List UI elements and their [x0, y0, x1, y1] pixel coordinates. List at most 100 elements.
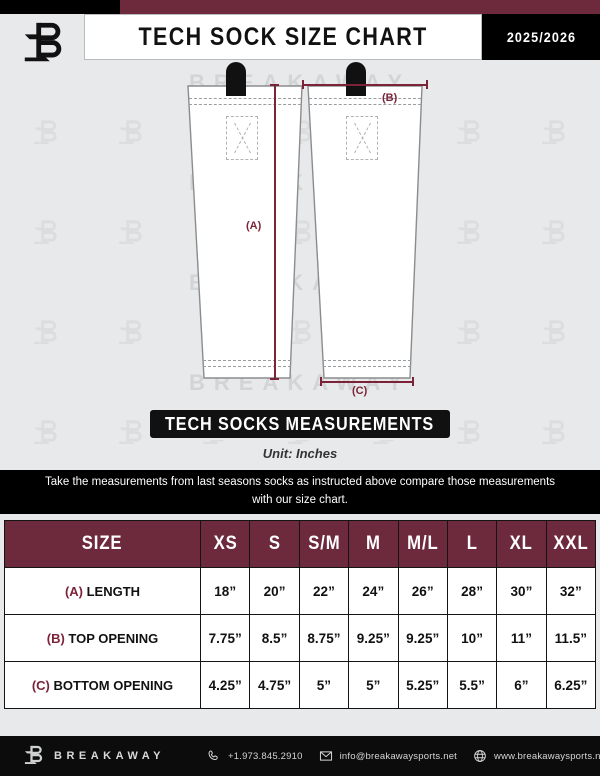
sock-left-top-tab [226, 62, 246, 96]
column-header-label: M [365, 533, 381, 554]
footer-email[interactable]: info@breakawaysports.net [319, 749, 457, 763]
row-label-cell: (B) TOP OPENING [4, 614, 201, 662]
breakaway-b-logo-icon [22, 19, 66, 69]
row-tag: (A) [64, 583, 83, 599]
size-table-col-header-l: L [446, 520, 498, 568]
column-header-label: SIZE [82, 533, 123, 554]
breakaway-b-logo-icon [24, 744, 44, 768]
row-label-cell: (A) LENGTH [4, 567, 201, 615]
phone-icon [207, 749, 221, 763]
size-table-col-header-xl: XL [496, 520, 547, 568]
sock-right-logo-x-icon [351, 121, 373, 155]
table-cell-value: 5” [348, 661, 399, 709]
top-color-bar [0, 0, 600, 14]
column-header-label: XL [509, 533, 534, 554]
envelope-icon [319, 749, 333, 763]
measurements-banner-title: TECH SOCKS MEASUREMENTS [165, 413, 435, 434]
size-table-col-header-s-m: S/M [298, 520, 350, 568]
table-cell-value: 32” [545, 567, 597, 615]
footer-phone[interactable]: +1.973.845.2910 [207, 749, 303, 763]
sock-left: (A) [186, 60, 304, 380]
size-table-col-header-xs: XS [199, 520, 251, 568]
table-row: (A) LENGTH 18” 20” 22” 24” 26” 28” 30” 32” [4, 567, 597, 615]
table-cell-value: 8.5” [249, 614, 300, 662]
row-label-cell: (C) BOTTOM OPENING [4, 661, 201, 709]
size-table-col-header-xxl: XXL [545, 520, 597, 568]
sock-left-logo-x-icon [231, 121, 253, 155]
column-header-label: S [268, 533, 281, 554]
breakaway-b-watermark-icon [541, 418, 567, 448]
sock-right-cuff-line-2 [309, 104, 421, 105]
footer-website[interactable]: www.breakawaysports.net [473, 749, 600, 763]
sock-right-cuff-line-1 [309, 98, 421, 99]
measure-line-c [320, 381, 414, 383]
sock-left-cuff-line-2 [189, 104, 301, 105]
header-logo [0, 14, 88, 62]
sock-right-logo-placeholder [346, 116, 378, 160]
measurements-banner: TECH SOCKS MEASUREMENTS [148, 408, 452, 440]
row-label-text: TOP OPENING [64, 630, 159, 646]
unit-label: Unit: Inches [262, 446, 338, 461]
table-cell-value: 24” [348, 567, 399, 615]
footer-email-text: info@breakawaysports.net [339, 750, 458, 762]
measure-label-a: (A) [246, 220, 262, 232]
instructions-strip: Take the measurements from last seasons … [0, 470, 600, 514]
footer-brand-name: BREAKAWAY [54, 750, 165, 762]
measure-cap-a-bottom [270, 378, 279, 380]
page-title-plate: TECH SOCK SIZE CHART [84, 14, 482, 60]
footer-brand: BREAKAWAY [24, 744, 165, 768]
table-cell-value: 5.25” [397, 661, 448, 709]
table-cell-value: 8.75” [298, 614, 350, 662]
row-tag: (B) [46, 630, 65, 646]
table-cell-value: 9.25” [397, 614, 448, 662]
size-table: SIZE XS S S/M M M/L L XL XXL (A) LENGTH 18” 20” 22”… [4, 520, 597, 709]
season-label: 2025/2026 [506, 29, 576, 45]
column-header-label: XXL [553, 533, 589, 554]
sock-left-bottom-line-1 [203, 360, 291, 361]
table-cell-value: 26” [397, 567, 448, 615]
sock-right-bottom-line-2 [323, 366, 411, 367]
row-label-text: BOTTOM OPENING [49, 677, 174, 693]
column-header-label: L [466, 533, 478, 554]
globe-icon [473, 749, 487, 763]
table-cell-value: 20” [249, 567, 300, 615]
table-cell-value: 4.75” [249, 661, 300, 709]
sock-left-body [187, 85, 303, 379]
table-cell-value: 28” [446, 567, 498, 615]
sock-left-cuff-line-1 [189, 98, 301, 99]
sock-right-top-tab [346, 62, 366, 96]
measure-cap-c-right [412, 377, 414, 386]
size-table-col-header-size: SIZE [4, 520, 201, 568]
table-cell-value: 22” [298, 567, 350, 615]
row-label-text: LENGTH [82, 583, 141, 599]
size-table-col-header-m: M [348, 520, 399, 568]
size-table-col-header-m-l: M/L [397, 520, 448, 568]
table-cell-value: 10” [446, 614, 498, 662]
table-cell-value: 7.75” [199, 614, 251, 662]
sock-diagram: (A) (B) [0, 60, 600, 400]
breakaway-b-watermark-icon [33, 418, 59, 448]
row-tag: (C) [31, 677, 50, 693]
size-table-col-header-s: S [249, 520, 300, 568]
breakaway-b-watermark-icon [456, 418, 482, 448]
table-cell-value: 4.25” [199, 661, 251, 709]
size-table-header-row: SIZE XS S S/M M M/L L XL XXL [4, 520, 597, 568]
measure-label-b: (B) [382, 92, 398, 104]
breakaway-b-watermark-icon [118, 418, 144, 448]
instructions-text: Take the measurements from last seasons … [44, 476, 556, 506]
measure-cap-b-right [426, 80, 428, 89]
table-cell-value: 5” [298, 661, 350, 709]
page-footer: BREAKAWAY +1.973.845.2910 info@bre [0, 736, 600, 776]
column-header-label: M/L [406, 533, 439, 554]
column-header-label: S/M [307, 533, 341, 554]
measure-cap-c-left [320, 377, 322, 386]
sock-left-bottom-line-2 [203, 366, 291, 367]
table-cell-value: 6.25” [545, 661, 597, 709]
page-title: TECH SOCK SIZE CHART [138, 22, 428, 51]
table-cell-value: 6” [496, 661, 547, 709]
table-cell-value: 30” [496, 567, 547, 615]
size-table-wrapper: SIZE XS S S/M M M/L L XL XXL (A) LENGTH 18” 20” 22”… [4, 520, 597, 709]
sock-right-body [307, 85, 423, 379]
page-header: TECH SOCK SIZE CHART 2025/2026 [0, 14, 600, 62]
